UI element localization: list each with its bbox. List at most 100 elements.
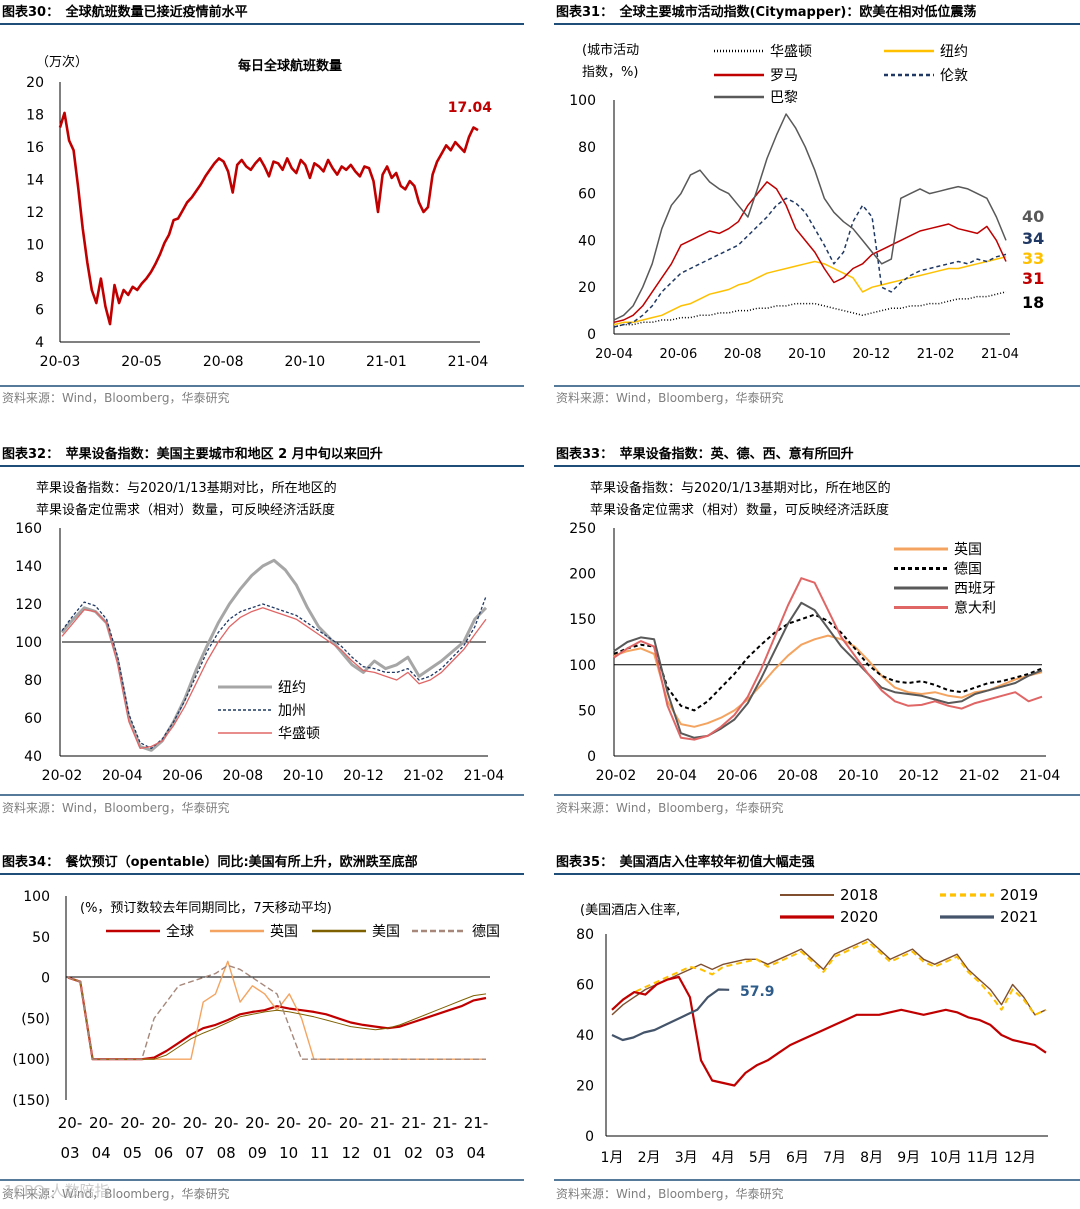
y-tick-label: 160 [15,521,42,537]
x-tick-label: 20-03 [40,354,81,370]
series-line-罗马 [613,181,1007,324]
source-note: 资料来源：Wind，Bloomberg，华泰研究 [2,800,229,815]
x-tick-labels: 1月 2月 3月 4月 5月 6月 7月 8月 9月 10月 11月 12月 [601,1150,1036,1166]
panel-header: 图表33： 苹果设备指数：英、德、西、意有所回升 [556,446,854,462]
source-note: 资料来源：Wind，Bloomberg，华泰研究 [556,1186,783,1201]
y-tick-labels: 20 18 16 14 12 10 8 6 4 [26,75,44,351]
series-line-2021 [611,988,730,1042]
series-lines [613,577,1043,741]
x-tick-label: 20-02 [42,768,83,784]
y-tick-label: 8 [35,270,44,286]
series-lines [613,113,1007,328]
y-tick-label: 20 [578,280,596,296]
panel-32: 图表32： 苹果设备指数：美国主要城市和地区 2 月中旬以来回升 苹果设备指数：… [0,446,524,815]
legend-label: 巴黎 [770,90,798,106]
series-lines [611,938,1047,1087]
unit-label-line2: 指数，%) [582,65,638,80]
chart-note-line1: 苹果设备指数：与2020/1/13基期对比，所在地区的 [590,480,891,496]
y-tick-label: 14 [26,173,44,189]
x-tick-label: 20-08 [223,768,264,784]
legend-label: 美国 [372,924,400,940]
x-tick-label: 21-04 [981,347,1019,362]
x-tick-label: 12 [342,1144,361,1162]
unit-label-line1: (城市活动 [582,42,639,58]
legend-label: 2018 [840,886,878,904]
y-tick-label: 20 [26,75,44,91]
x-tick-label: 21-02 [959,768,1000,784]
x-tick-label: 21-04 [448,354,489,370]
legend-label: 华盛顿 [770,44,812,60]
x-tick-labels: 20-04 20-06 20-08 20-10 20-12 21-02 21-04 [595,347,1019,362]
y-tick-label: 150 [569,612,596,628]
x-tick-label: 2月 [638,1150,661,1166]
legend-label: 纽约 [940,44,968,60]
x-tick-label: 21- [370,1114,395,1132]
x-tick-label: 03 [60,1144,79,1162]
x-tick-label: 20- [183,1114,208,1132]
panel-34: 图表34： 餐饮预订（opentable）同比:美国有所上升，欧洲跌至底部 (%… [0,854,524,1201]
x-tick-label: 20-06 [162,768,203,784]
y-tick-label: 40 [24,749,42,765]
x-tick-label: 20-06 [717,768,758,784]
x-tick-label: 20- [245,1114,270,1132]
end-value-label: 31 [1022,269,1044,288]
y-tick-label: (150) [12,1093,50,1109]
x-tick-label: 20-04 [656,768,697,784]
legend-label: 英国 [954,541,982,558]
series-line-纽约 [613,256,1007,326]
x-tick-label: 01 [373,1144,392,1162]
series-line-巴黎 [613,113,1007,321]
value-annotation: 17.04 [448,100,493,116]
y-tick-label: 120 [15,597,42,613]
chart-title: 每日全球航班数量 [238,58,342,74]
y-tick-label: 4 [35,335,44,351]
y-tick-label: 50 [32,930,50,946]
y-tick-label: (100) [12,1052,50,1068]
y-tick-label: 140 [15,559,42,575]
end-value-label: 40 [1022,207,1044,226]
series-line-德国 [613,613,1043,712]
source-note: 资料来源：Wind，Bloomberg，华泰研究 [2,1186,229,1201]
x-tick-label: 20-08 [203,354,244,370]
chart-note-line1: 苹果设备指数：与2020/1/13基期对比，所在地区的 [36,480,337,496]
series-lines [67,960,487,1061]
x-tick-label: 21- [464,1114,489,1132]
series-line-2020 [611,975,1047,1087]
y-tick-label: 60 [24,711,42,727]
legend-label: 英国 [270,923,298,940]
y-tick-label: 20 [576,1079,594,1095]
legend: 全球 英国 美国 德国 [106,923,500,940]
x-tick-label: 21-02 [403,768,444,784]
series-lines [58,111,479,326]
y-tick-label: 50 [578,703,596,719]
x-tick-label: 20- [339,1114,364,1132]
x-tick-label: 12月 [1004,1150,1036,1166]
y-tick-label: 60 [576,978,594,994]
series-line-德国 [67,964,486,1060]
series-lines [60,558,488,752]
end-value-label: 33 [1022,249,1044,268]
x-tick-label: 05 [123,1144,142,1162]
x-tick-label: 20-12 [899,768,940,784]
y-tick-label: 0 [587,327,596,343]
x-tick-label: 02 [404,1144,423,1162]
x-tick-label: 1月 [601,1150,624,1166]
y-tick-label: 40 [578,233,596,249]
value-annotation: 57.9 [740,984,775,1000]
series-line-华盛顿 [61,607,487,750]
x-tick-label: 21- [401,1114,426,1132]
x-tick-label: 20- [276,1114,301,1132]
y-tick-label: 100 [15,635,42,651]
series-line-意大利 [613,577,1043,741]
panel-header: 图表30： 全球航班数量已接近疫情前水平 [2,4,248,20]
x-tick-label: 20- [120,1114,145,1132]
y-tick-label: (50) [21,1011,50,1027]
series-line-华盛顿 [613,291,1007,328]
x-tick-labels: 20-02 20-04 20-06 20-08 20-10 20-12 21-02 21-04 [42,768,505,784]
x-tick-label: 20- [214,1114,239,1132]
panel-35: 图表35： 美国酒店入住率较年初值大幅走强 (美国酒店入住率, 2018 2019… [554,854,1080,1201]
panel-30: 图表30： 全球航班数量已接近疫情前水平 （万次） 每日全球航班数量 20 18 1… [0,4,524,405]
x-tick-label: 6月 [786,1150,809,1166]
